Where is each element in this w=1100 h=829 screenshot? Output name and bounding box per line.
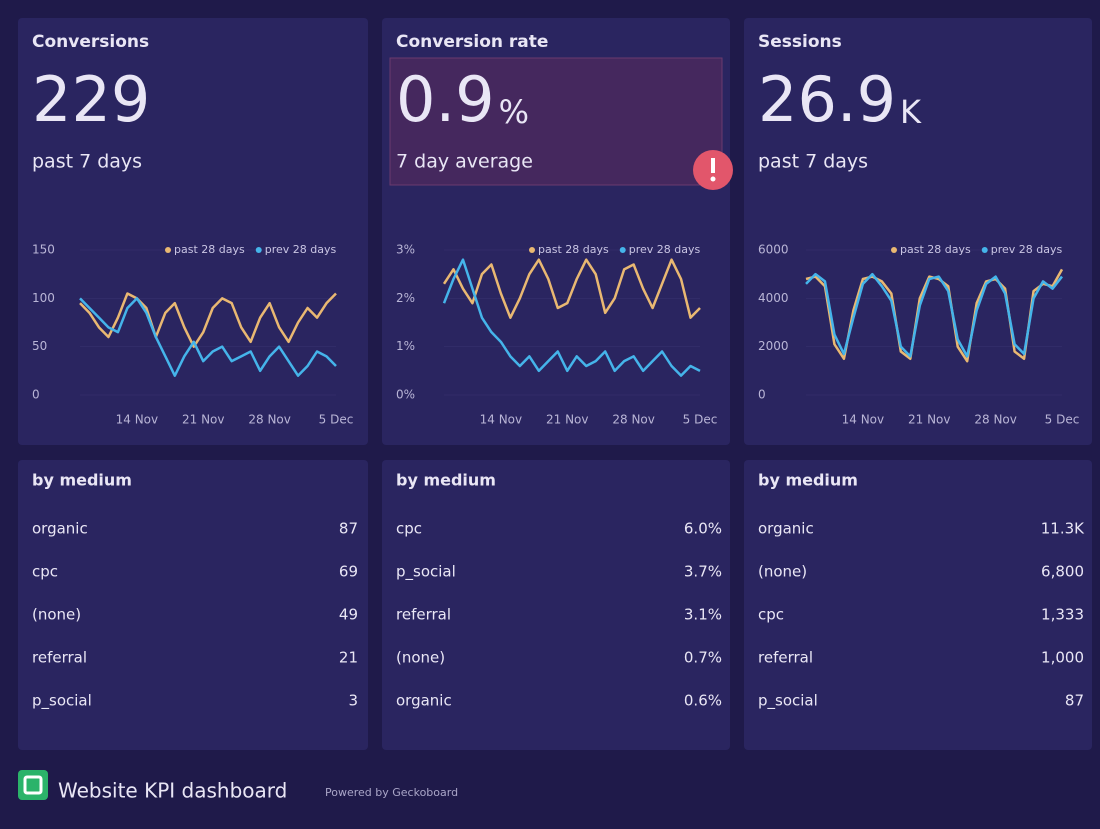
row-value: 0.7% [684,649,722,667]
alert-icon [711,158,715,173]
row-value: 87 [1065,692,1084,710]
row-value: 1,333 [1041,606,1084,624]
footer-credit: Powered by Geckoboard [325,786,458,799]
row-label: organic [396,692,452,710]
y-tick-label: 3% [396,243,415,257]
row-value: 87 [339,520,358,538]
kpi-value: 26.9 [758,63,896,136]
row-value: 49 [339,606,358,624]
row-label: (none) [32,606,81,624]
row-label: p_social [758,692,818,711]
legend-label: prev 28 days [265,243,337,256]
kpi-unit: % [499,93,529,131]
x-tick-label: 5 Dec [319,413,354,427]
panel [18,460,368,750]
panel [744,460,1092,750]
legend-marker [981,247,988,253]
y-tick-label: 0% [396,388,415,402]
row-label: organic [758,520,814,538]
y-tick-label: 1% [396,339,415,353]
x-tick-label: 21 Nov [182,413,225,427]
row-label: referral [32,649,87,667]
x-tick-label: 28 Nov [974,413,1017,427]
line-series [805,272,1063,358]
alert-icon [710,176,716,182]
row-value: 0.6% [684,692,722,710]
y-tick-label: 6000 [758,243,789,257]
legend-marker [255,247,262,253]
row-label: cpc [396,520,422,538]
x-tick-label: 21 Nov [546,413,589,427]
row-value: 3.7% [684,563,722,581]
panel [382,460,730,750]
row-value: 69 [339,563,358,581]
panel-title: Conversions [32,32,149,52]
legend-marker [891,247,897,253]
line-series [79,292,337,348]
y-tick-label: 150 [32,243,55,257]
legend-label: prev 28 days [991,243,1063,256]
kpi-caption: 7 day average [396,151,533,173]
y-tick-label: 50 [32,339,47,353]
row-value: 3.1% [684,606,722,624]
row-label: cpc [32,563,58,581]
legend-marker [165,247,171,253]
kpi-value: 229 [32,63,150,136]
logo-mark [23,775,43,795]
panel [744,18,1092,445]
footer-title: Website KPI dashboard [58,779,287,803]
x-tick-label: 5 Dec [683,413,718,427]
row-value: 6.0% [684,520,722,538]
row-value: 21 [339,649,358,667]
legend-marker [529,247,535,253]
y-tick-label: 2% [396,291,415,305]
table-title: by medium [758,471,858,490]
y-tick-label: 100 [32,291,55,305]
row-value: 11.3K [1041,520,1085,538]
kpi-caption: past 7 days [758,151,868,173]
x-tick-label: 21 Nov [908,413,951,427]
row-value: 1,000 [1041,649,1084,667]
y-tick-label: 0 [758,388,766,402]
x-tick-label: 14 Nov [842,413,885,427]
row-label: (none) [396,649,445,667]
row-label: cpc [758,606,784,624]
kpi-value: 0.9 [396,63,495,136]
line-series [79,297,337,377]
x-tick-label: 28 Nov [612,413,655,427]
kpi-caption: past 7 days [32,151,142,173]
row-label: (none) [758,563,807,581]
legend-label: prev 28 days [629,243,701,256]
panel-title: Sessions [758,32,842,52]
row-label: organic [32,520,88,538]
y-tick-label: 4000 [758,291,789,305]
table-title: by medium [32,471,132,490]
row-label: referral [758,649,813,667]
y-tick-label: 2000 [758,339,789,353]
panel-title: Conversion rate [396,32,548,52]
legend-label: past 28 days [538,243,609,256]
alert-highlight [389,57,723,186]
row-label: p_social [396,563,456,582]
row-value: 6,800 [1041,563,1084,581]
y-tick-label: 0 [32,388,40,402]
line-series [442,258,701,377]
row-value: 3 [348,692,358,710]
x-tick-label: 14 Nov [480,413,523,427]
legend-label: past 28 days [174,243,245,256]
legend-marker [619,247,626,253]
row-label: p_social [32,692,92,711]
x-tick-label: 5 Dec [1045,413,1080,427]
logo [18,770,48,800]
kpi-unit: K [900,93,922,131]
line-series [442,258,701,319]
row-label: referral [396,606,451,624]
x-tick-label: 14 Nov [116,413,159,427]
x-tick-label: 28 Nov [248,413,291,427]
panel [18,18,368,445]
legend-label: past 28 days [900,243,971,256]
table-title: by medium [396,471,496,490]
